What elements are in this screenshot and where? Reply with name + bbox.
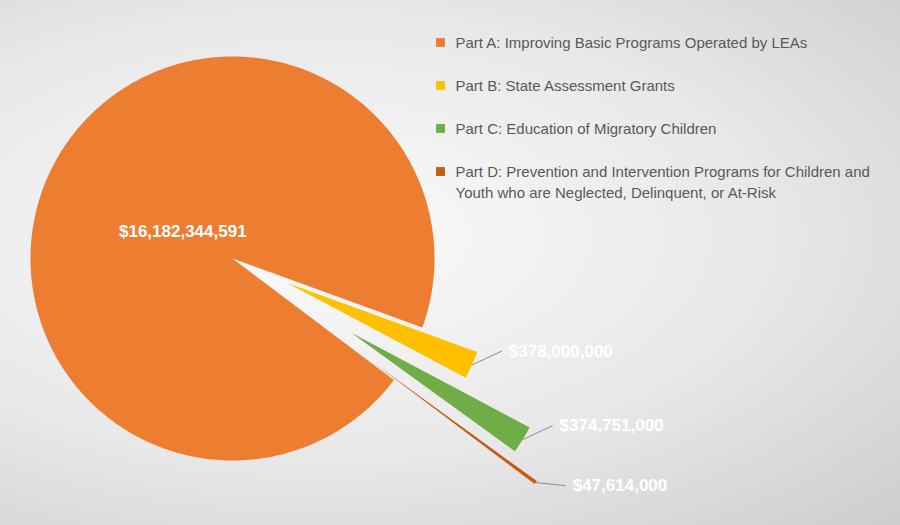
svg-text:Part D: Prevention and Interve: Part D: Prevention and Intervention Prog… (456, 163, 870, 201)
svg-text:Part C: Education of Migratory: Part C: Education of Migratory Children (456, 120, 717, 137)
svg-text:$378,000,000: $378,000,000 (509, 342, 613, 361)
svg-text:$16,182,344,591: $16,182,344,591 (119, 222, 247, 241)
svg-text:Part B: State Assessment Grant: Part B: State Assessment Grants (456, 77, 675, 94)
svg-text:Part A: Improving Basic Progra: Part A: Improving Basic Programs Operate… (456, 34, 808, 51)
svg-text:$47,614,000: $47,614,000 (573, 476, 668, 495)
svg-text:$374,751,000: $374,751,000 (560, 416, 664, 435)
